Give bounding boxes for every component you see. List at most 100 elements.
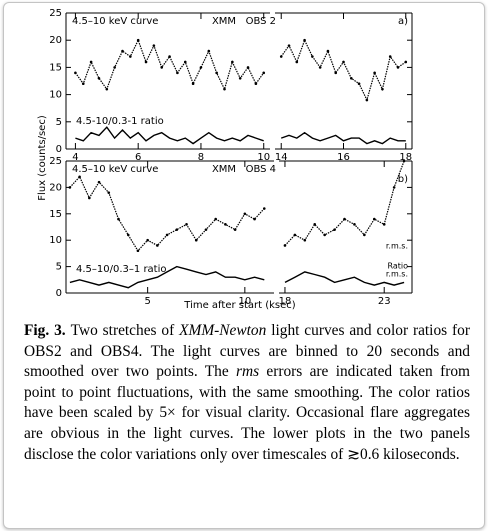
rms-label: r.m.s. <box>386 270 408 279</box>
curve-point <box>185 223 188 226</box>
curve-point <box>365 98 369 102</box>
panel-label: b) <box>398 174 408 185</box>
curve-point <box>97 76 101 80</box>
curve-line <box>74 38 265 91</box>
curve-point <box>191 82 195 86</box>
caption-text: errors are indicated taken from point to… <box>24 363 470 463</box>
curve-point <box>146 238 149 242</box>
curve-point <box>144 60 148 64</box>
curve-point <box>311 55 314 58</box>
curve-point <box>136 249 140 253</box>
x-tick-label: 18 <box>399 152 412 163</box>
curve-point <box>388 55 392 58</box>
curve-point <box>253 217 256 221</box>
x-tick-label: 10 <box>257 152 270 163</box>
curve-point <box>152 44 156 47</box>
curve-line <box>69 175 265 252</box>
curve-point <box>214 217 217 221</box>
curve-point <box>402 159 406 163</box>
curve-point <box>363 233 366 237</box>
curve-point <box>254 82 258 86</box>
curve-point <box>156 244 159 247</box>
curve-point <box>194 238 198 242</box>
curve-point <box>231 60 234 64</box>
x-tick-label: 4 <box>72 152 78 163</box>
curve-point <box>74 71 77 75</box>
curve-point <box>342 60 345 64</box>
curve-label: 4.5–10 keV curve <box>72 16 158 27</box>
curve-point <box>165 233 169 237</box>
y-tick-label: 20 <box>49 182 62 193</box>
x-axis-title: Time after start (ksec) <box>183 300 296 311</box>
curve-point <box>224 223 227 226</box>
x-tick-label: 16 <box>337 152 350 163</box>
curve-point <box>223 87 226 91</box>
curve-point <box>353 223 356 226</box>
ratio-line <box>280 131 406 145</box>
curve-point <box>349 76 353 80</box>
curve-point <box>382 223 386 226</box>
ratio-label: 4.5–10/0.3–1 ratio <box>76 264 167 275</box>
curve-point <box>81 82 85 86</box>
y-tick-label: 0 <box>56 144 62 155</box>
y-axis-title: Flux (counts/sec) <box>37 115 48 201</box>
curve-point <box>343 217 346 221</box>
curve-point <box>372 217 376 221</box>
y-tick-label: 10 <box>49 90 62 101</box>
curve-point <box>207 49 211 53</box>
x-tick-label: 10 <box>238 296 251 307</box>
ratio-label: 4.5-10/0.3-1 ratio <box>76 116 164 127</box>
y-tick-label: 25 <box>49 8 62 19</box>
obs-label: XMM OBS 2 <box>212 16 276 27</box>
y-tick-label: 5 <box>56 117 62 128</box>
curve-point <box>283 244 287 247</box>
curve-point <box>373 71 376 75</box>
curve-point <box>199 66 203 69</box>
curve-point <box>168 55 171 58</box>
y-tick-label: 15 <box>49 209 62 220</box>
rms-label: Ratio <box>387 262 408 271</box>
curve-point <box>183 60 187 64</box>
curve-point <box>136 38 140 42</box>
curve-point <box>381 87 384 91</box>
y-tick-label: 20 <box>49 35 62 46</box>
curve-point <box>404 60 408 64</box>
curve-point <box>262 71 266 75</box>
curve-label: 4.5–10 keV curve <box>72 164 158 175</box>
curve-point <box>323 233 326 237</box>
curve-point <box>243 212 247 216</box>
ratio-line <box>75 126 264 145</box>
rms-label: r.m.s. <box>386 242 408 251</box>
curve-point <box>313 223 317 226</box>
caption: Fig. 3. Two stretches of XMM-Newton light… <box>24 321 470 465</box>
curve-point <box>326 49 330 53</box>
curve-point <box>334 71 338 75</box>
curve-point <box>293 233 297 237</box>
curve-point <box>295 60 299 64</box>
curve-point <box>97 180 101 184</box>
curve-point <box>126 233 130 237</box>
curve-point <box>246 66 250 69</box>
y-tick-label: 10 <box>49 235 62 246</box>
curve-point <box>303 238 307 242</box>
curve-point <box>392 186 396 189</box>
ratio-line <box>284 271 405 286</box>
curve-point <box>396 66 400 69</box>
panel-label: a) <box>398 16 408 27</box>
curve-line <box>284 160 405 246</box>
curve-point <box>105 87 109 91</box>
caption-text: light curves and color ratios for OBS2 a… <box>24 322 470 381</box>
curve-point <box>204 228 208 231</box>
curve-point <box>68 186 72 189</box>
curve-point <box>113 66 116 69</box>
x-tick-label: 23 <box>378 296 391 307</box>
curve-point <box>233 228 237 231</box>
curve-line <box>280 38 407 102</box>
caption-italic: XMM-Newton <box>179 322 267 339</box>
curve-point <box>160 66 164 69</box>
y-tick-label: 5 <box>56 262 62 273</box>
curve-point <box>303 38 306 42</box>
curve-point <box>287 44 291 47</box>
x-tick-label: 14 <box>275 152 288 163</box>
curve-point <box>175 228 179 231</box>
